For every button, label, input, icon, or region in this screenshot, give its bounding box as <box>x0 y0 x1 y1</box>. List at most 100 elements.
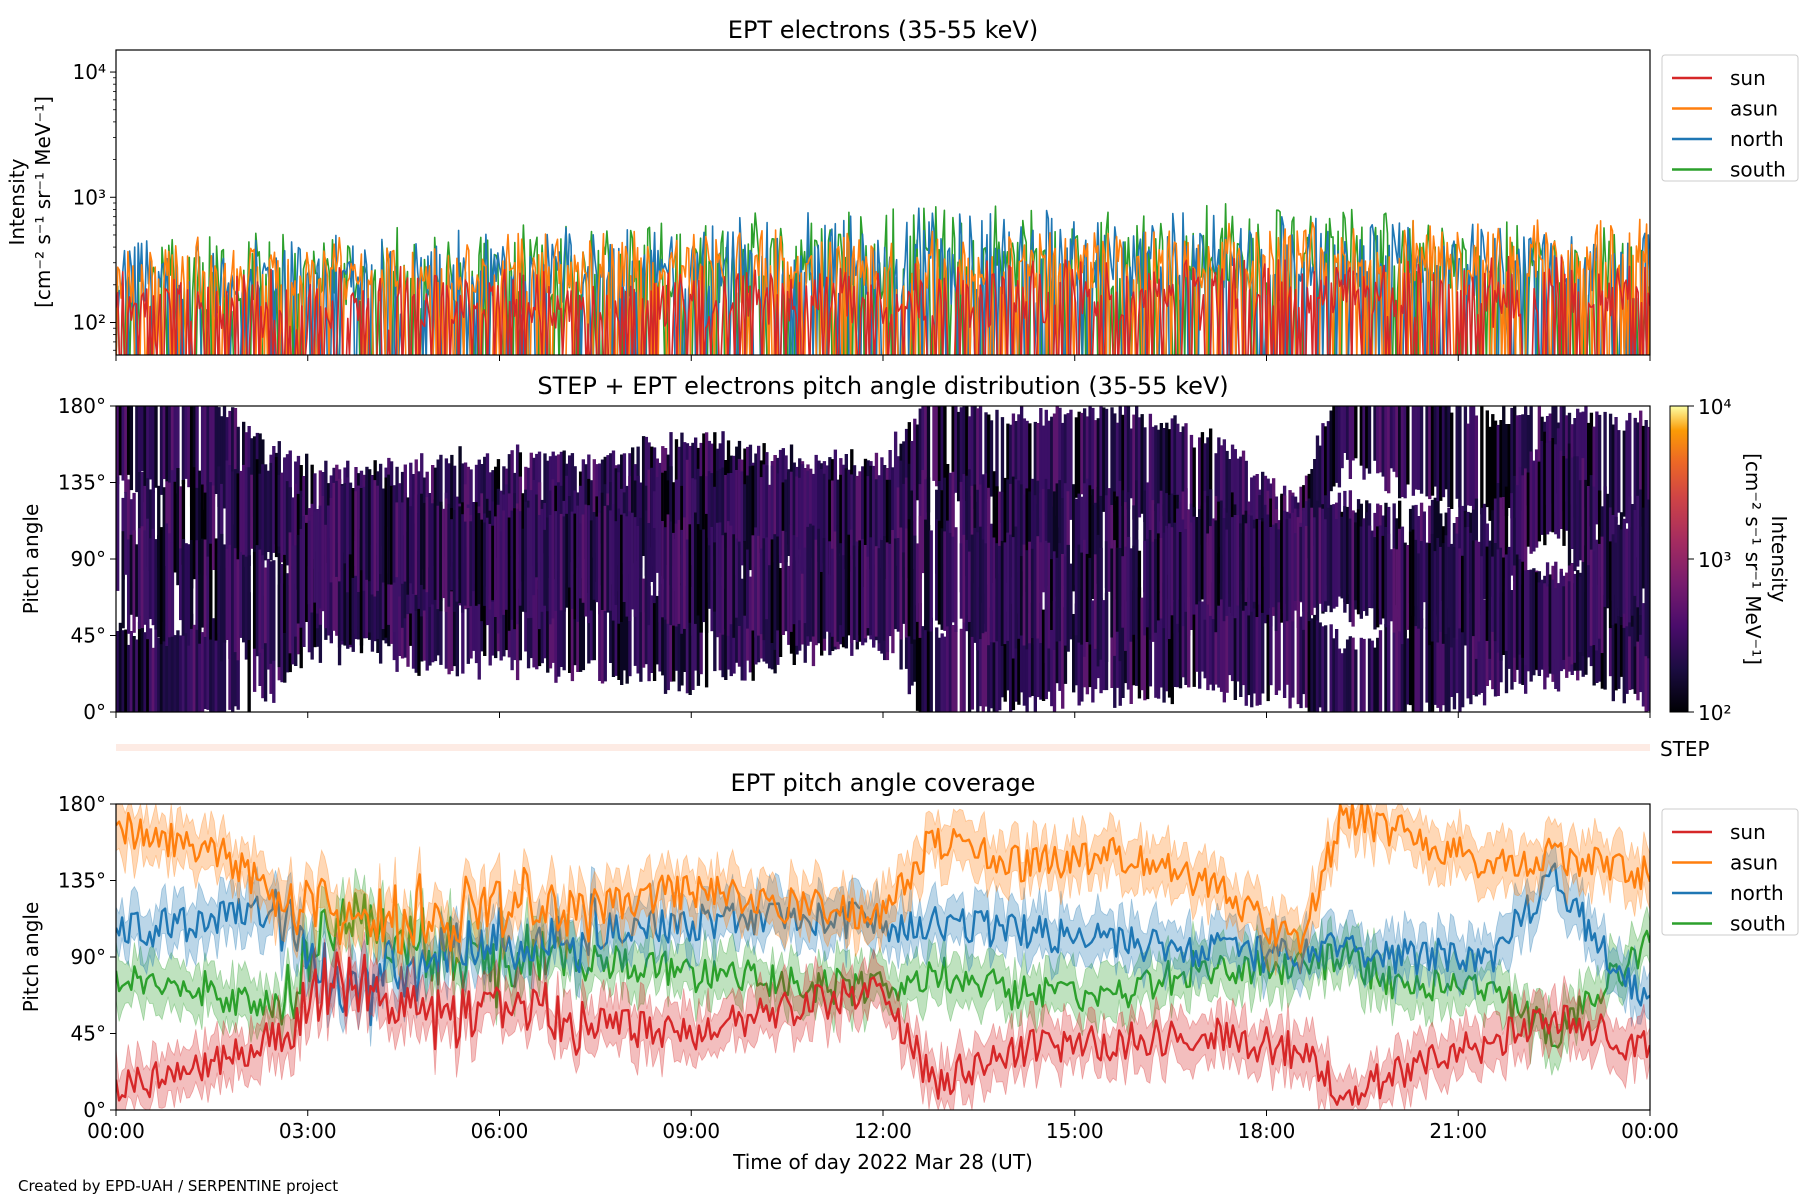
pad-heat-cell <box>1044 409 1048 516</box>
pad-heat-cell <box>165 406 169 482</box>
pad-heat-cell <box>1167 429 1172 529</box>
pad-heat-cell <box>1085 593 1090 695</box>
pad-heat-cell <box>1025 420 1029 518</box>
pad-heat-cell <box>217 407 221 507</box>
pad-heat-cell <box>195 487 199 562</box>
pad-heat-cell <box>1376 406 1380 474</box>
colorbar-tick-label: 10² <box>1698 701 1731 725</box>
intensity-legend: sun asun north south <box>1661 54 1799 182</box>
pad-heat-cell <box>787 469 791 556</box>
pad-heat-cell <box>1271 524 1276 608</box>
pad-heat-cell <box>1482 599 1487 706</box>
pad-heat-cell <box>798 549 802 621</box>
pad-heat-cell <box>970 622 974 710</box>
pad-heat-cell <box>1074 603 1079 686</box>
pad-heat-cell <box>195 619 199 712</box>
pad-heat-cell <box>189 613 194 712</box>
pad-heat-cell <box>981 539 985 634</box>
pad-heat-cell <box>1299 616 1303 709</box>
pad-heat-cell <box>1033 589 1037 712</box>
pad-heat-cell <box>1313 517 1317 608</box>
pad-heat-cell <box>1137 550 1142 640</box>
pad-heat-cell <box>469 567 473 659</box>
pad-heat-cell <box>674 591 679 671</box>
pad-heat-cell <box>1307 498 1311 622</box>
pad-heat-cell <box>1009 483 1013 573</box>
pad-heat-cell <box>540 561 544 664</box>
intensity-series-south <box>116 203 1650 355</box>
pad-heat-cell <box>137 406 142 482</box>
pad-heat-cell <box>1332 406 1336 487</box>
pad-heat-cell <box>1009 534 1013 637</box>
pad-heat-cell <box>132 530 136 633</box>
pad-heat-cell <box>806 470 810 580</box>
pad-heat-cell <box>1466 423 1470 506</box>
pad-heat-cell <box>973 527 977 643</box>
pad-heat-cell <box>1502 406 1506 510</box>
pad-heat-cell <box>578 523 583 599</box>
pad-heat-cell <box>422 569 427 661</box>
pad-heat-cell <box>833 470 838 559</box>
pad-heat-cell <box>885 479 890 580</box>
pad-heat-cell <box>754 527 758 638</box>
pad-heat-cell <box>1063 414 1068 503</box>
pad-heat-cell <box>869 537 873 636</box>
pad-heat-cell <box>118 406 123 476</box>
pad-heat-cell <box>633 517 638 617</box>
pad-heat-cell <box>1135 601 1139 686</box>
pad-heat-cell <box>1351 637 1355 712</box>
pad-heat-cell <box>474 577 479 664</box>
pad-heat-cell <box>529 512 533 618</box>
pad-heat-cell <box>1359 406 1363 466</box>
pad-heat-cell <box>477 513 481 605</box>
pad-heat-cell <box>181 609 186 712</box>
pad-heat-cell <box>1302 624 1306 695</box>
pad-heat-cell <box>1318 622 1322 708</box>
pad-heat-cell <box>551 504 555 619</box>
pad-heat-cell <box>696 583 701 686</box>
pad-heat-cell <box>1348 636 1353 712</box>
pad-heat-cell <box>935 406 939 487</box>
pad-heat-cell <box>148 628 153 712</box>
pad-heat-cell <box>1072 614 1076 693</box>
pad-heat-cell <box>1296 587 1300 705</box>
pad-heat-cell <box>704 513 709 633</box>
pad-heat-cell <box>589 576 594 661</box>
pad-heat-cell <box>1022 494 1027 572</box>
pad-heat-cell <box>124 406 128 493</box>
pad-heat-cell <box>1485 546 1489 641</box>
pad-x-ticks <box>115 712 1651 718</box>
pad-heat-cell <box>1077 493 1081 596</box>
pad-heat-cell <box>291 497 295 570</box>
pad-heat-cell <box>1622 518 1626 614</box>
pad-heat-cell <box>773 455 777 563</box>
pad-heat-cell <box>1408 625 1413 706</box>
pad-heat-cell <box>1603 486 1607 607</box>
pad-heat-cell <box>157 637 161 712</box>
pad-heat-cell <box>162 487 166 568</box>
pad-heat-cell <box>170 542 175 637</box>
pad-heat-cell <box>748 576 753 673</box>
pad-heat-cell <box>1614 542 1618 624</box>
pad-heat-cell <box>198 540 202 644</box>
pad-heat-cell <box>987 606 991 712</box>
pad-heat-cell <box>365 466 369 580</box>
pad-heat-cell <box>1639 613 1643 693</box>
pad-heat-cell <box>1543 583 1547 690</box>
pad-heat-cell <box>1000 540 1005 646</box>
pad-heat-cell <box>1458 598 1462 712</box>
pad-heat-cell <box>1195 517 1199 605</box>
pad-heat-cell <box>1011 476 1016 578</box>
pad-heat-cell <box>1173 415 1177 528</box>
pad-heat-cell <box>606 505 610 613</box>
pad-heat-cell <box>609 593 613 663</box>
pad-heat-cell <box>976 408 980 502</box>
pad-heat-cell <box>770 465 775 571</box>
pad-heat-cell <box>1170 572 1174 705</box>
pad-heat-cell <box>1392 406 1396 472</box>
pad-heat-cell <box>1181 580 1185 678</box>
pad-heat-cell <box>581 578 586 671</box>
pad-heat-cell <box>1192 578 1196 687</box>
pad-heat-cell <box>1285 603 1290 685</box>
pad-heat-cell <box>214 538 218 641</box>
